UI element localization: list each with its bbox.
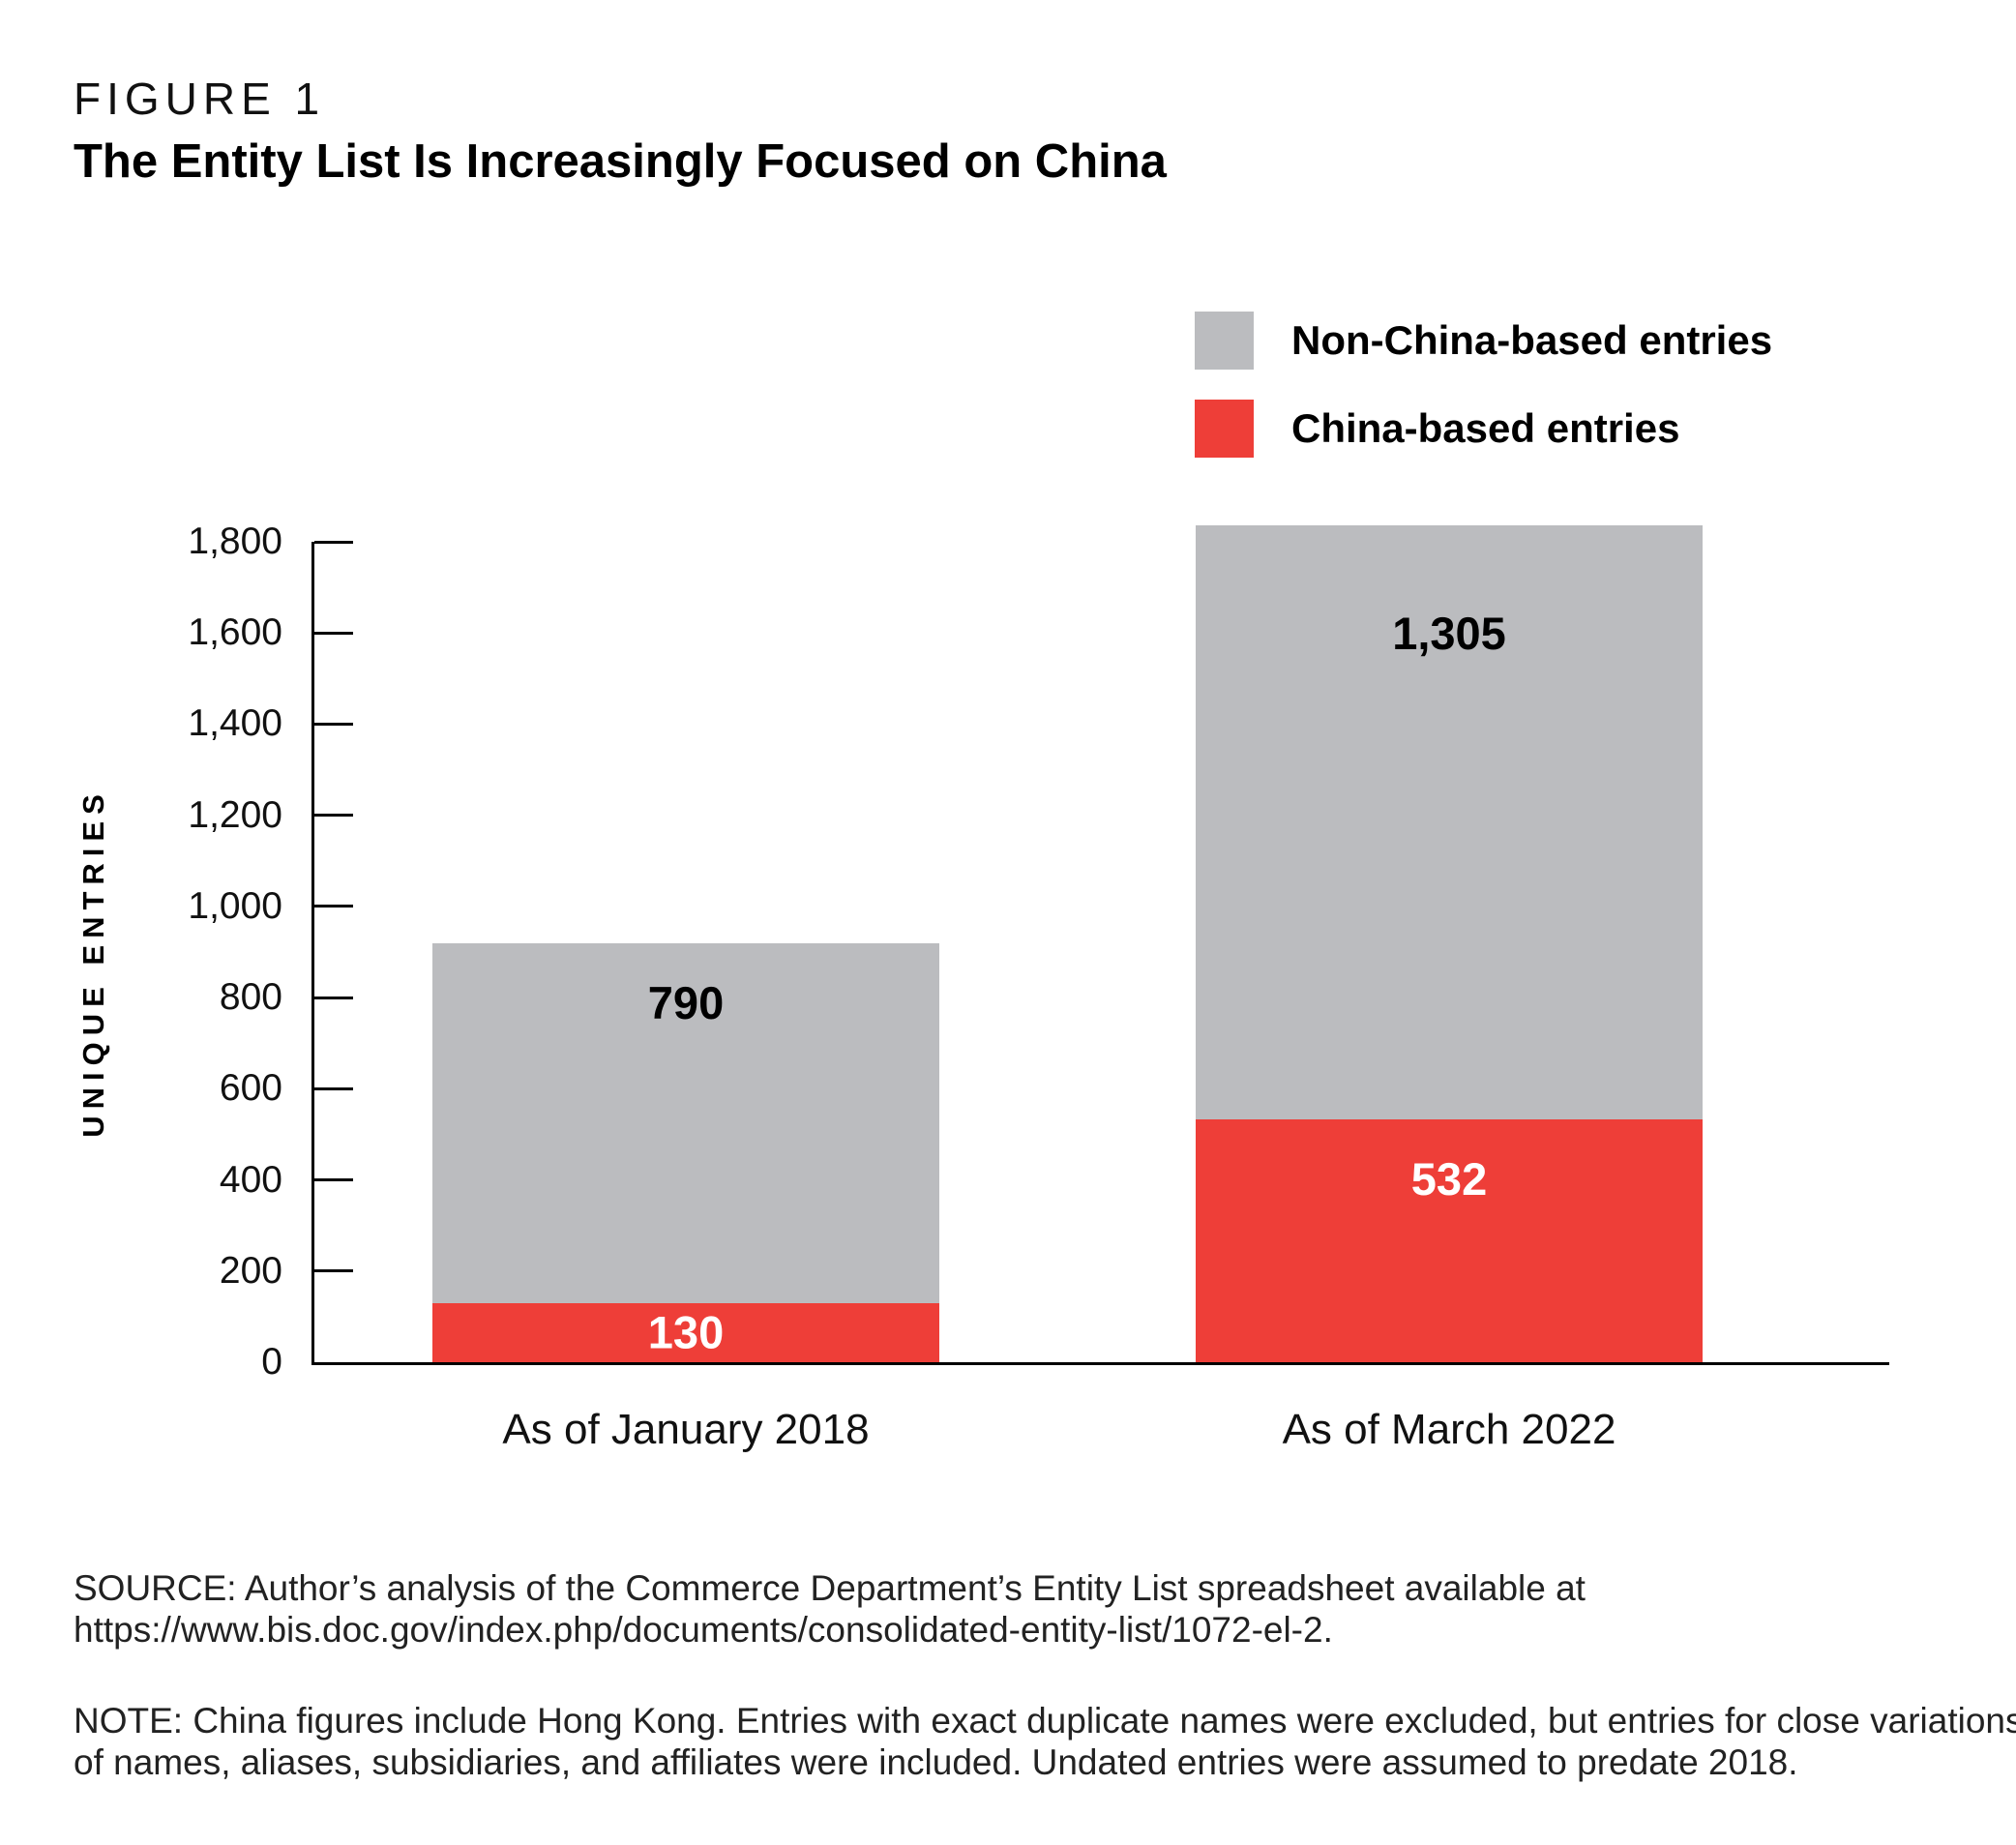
legend-row-china: China-based entries	[1195, 400, 1772, 458]
bar-value-label: 790	[647, 976, 725, 1028]
y-axis-tick	[314, 1086, 353, 1090]
y-axis-tick-label: 200	[219, 1249, 282, 1292]
source-line-2: https://www.bis.doc.gov/index.php/docume…	[74, 1610, 1333, 1650]
bar-value-label: 130	[647, 1306, 725, 1358]
figure-label: FIGURE 1	[74, 74, 326, 124]
y-axis-tick-label: 1,000	[188, 884, 282, 927]
y-axis-tick-label: 400	[219, 1158, 282, 1201]
y-axis-tick-label: 1,400	[188, 702, 282, 745]
stacked-bar-2022: 1,305 532	[1196, 524, 1703, 1362]
methodology-note: NOTE: China figures include Hong Kong. E…	[74, 1700, 2016, 1783]
source-note: SOURCE: Author’s analysis of the Commerc…	[74, 1567, 1586, 1651]
y-axis-tick-label: 600	[219, 1067, 282, 1110]
y-axis-tick-label: 1,800	[188, 521, 282, 562]
x-category-label-2018: As of January 2018	[502, 1406, 870, 1453]
bar-segment-china: 532	[1196, 1119, 1703, 1362]
legend-label-non-china: Non-China-based entries	[1291, 317, 1773, 363]
bar-segment-non-china: 790	[432, 942, 939, 1303]
legend-swatch-gray	[1195, 312, 1254, 370]
legend: Non-China-based entries China-based entr…	[1195, 312, 1772, 488]
stacked-bar-2018: 790 130	[432, 942, 939, 1362]
y-axis-tick	[314, 722, 353, 726]
y-axis-tick-label: 800	[219, 976, 282, 1019]
y-axis-tick	[314, 905, 353, 908]
bar-value-label: 532	[1410, 1153, 1488, 1205]
y-axis-tick	[314, 996, 353, 999]
chart-plot-area: As of January 2018 As of March 2022 0 200…	[188, 521, 1889, 1453]
bar-segment-china: 130	[432, 1302, 939, 1362]
bar-segment-non-china: 1,305	[1196, 524, 1703, 1120]
note-line-2: of names, aliases, subsidiaries, and aff…	[74, 1742, 1798, 1782]
legend-swatch-red	[1195, 400, 1254, 458]
y-axis-tick-label: 0	[261, 1341, 282, 1383]
source-line-1: SOURCE: Author’s analysis of the Commerc…	[74, 1568, 1586, 1608]
y-axis-tick	[314, 1178, 353, 1182]
y-axis-tick	[314, 540, 353, 544]
legend-row-non-china: Non-China-based entries	[1195, 312, 1772, 370]
bar-value-label: 1,305	[1392, 607, 1506, 659]
figure-title: The Entity List Is Increasingly Focused …	[74, 135, 1167, 188]
note-line-1: NOTE: China figures include Hong Kong. E…	[74, 1701, 2016, 1741]
y-axis-tick-label: 1,200	[188, 793, 282, 836]
x-category-label-2022: As of March 2022	[1282, 1406, 1616, 1453]
y-axis-tick-label: 1,600	[188, 611, 282, 654]
y-axis-tick	[314, 631, 353, 635]
legend-label-china: China-based entries	[1291, 405, 1680, 451]
y-axis-tick	[314, 814, 353, 818]
y-axis-tick	[314, 1269, 353, 1273]
